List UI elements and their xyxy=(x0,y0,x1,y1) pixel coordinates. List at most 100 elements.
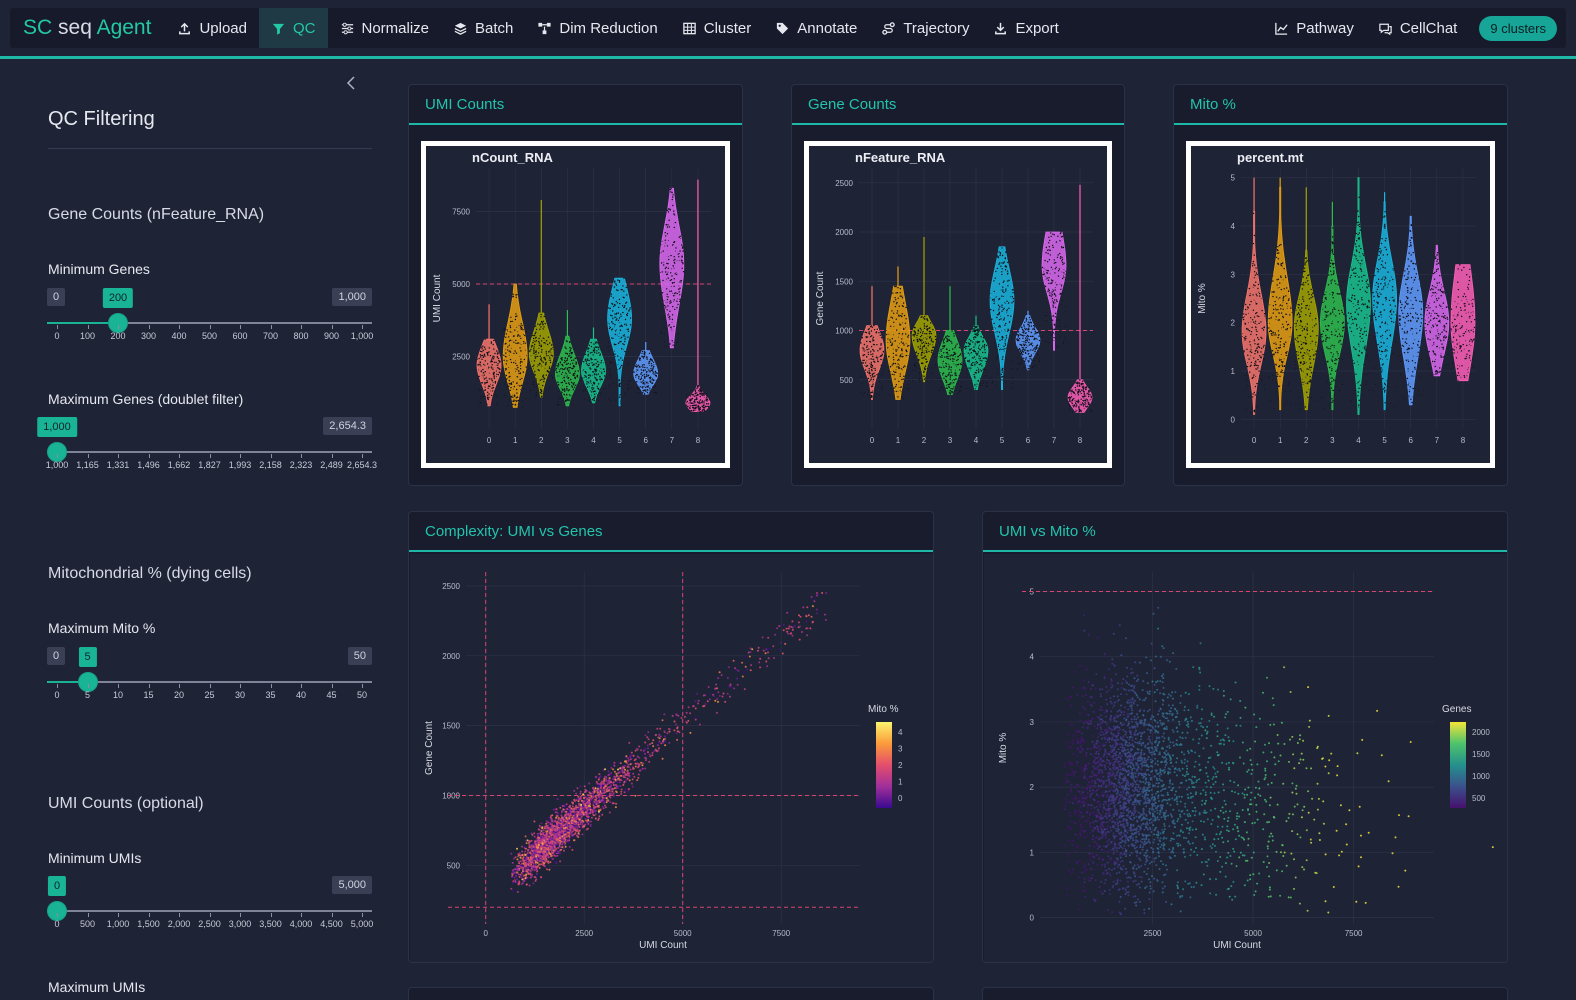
cell-point xyxy=(1334,328,1336,330)
cell-point xyxy=(996,314,999,316)
cell-point xyxy=(492,390,494,392)
cell-point xyxy=(1358,307,1360,309)
cell-point xyxy=(669,302,671,304)
cell-point xyxy=(498,368,500,370)
cell-point xyxy=(1035,349,1037,351)
cell-point xyxy=(1341,384,1343,385)
cell-point xyxy=(1384,389,1386,392)
nav-item-qc[interactable]: QC xyxy=(259,8,328,48)
cell-point xyxy=(1395,386,1396,388)
cell-point xyxy=(673,285,675,287)
nav-item-trajectory[interactable]: Trajectory xyxy=(869,8,981,48)
slider-track[interactable] xyxy=(57,322,372,324)
cell-point xyxy=(950,340,952,343)
cell-point xyxy=(942,373,944,375)
cell-point xyxy=(1001,369,1003,372)
cell-point xyxy=(1390,276,1392,278)
cell-point xyxy=(952,348,954,350)
chevron-left-icon[interactable] xyxy=(343,74,359,92)
cell-point xyxy=(1078,400,1080,403)
slider-track[interactable] xyxy=(57,681,372,683)
cell-point xyxy=(901,396,902,398)
cell-point xyxy=(645,372,647,374)
cell-point xyxy=(1298,346,1300,348)
cell-point xyxy=(1013,327,1014,329)
cell-point xyxy=(920,339,922,341)
cell-point xyxy=(558,365,560,367)
cell-point xyxy=(950,369,952,371)
cell-point xyxy=(1288,383,1290,385)
cell-point xyxy=(1279,297,1281,299)
cell-point xyxy=(514,404,516,406)
cell-point xyxy=(922,346,924,348)
cell-point xyxy=(1050,232,1052,234)
cell-point xyxy=(985,357,987,359)
cell-point xyxy=(1021,344,1023,346)
cell-point xyxy=(566,353,569,355)
cell-point xyxy=(703,394,705,396)
nav-item-cluster[interactable]: Cluster xyxy=(670,8,764,48)
max-genes-slider[interactable]: 1,0002,654.31,0001,0001,1651,3311,4961,6… xyxy=(37,417,377,477)
app-brand[interactable]: SC seq Agent xyxy=(23,16,151,40)
slider-track[interactable] xyxy=(57,910,372,912)
cell-point xyxy=(1387,284,1389,286)
nav-item-annotate[interactable]: Annotate xyxy=(763,8,869,48)
cell-points-1 xyxy=(886,285,910,399)
cell-point xyxy=(598,399,599,401)
cell-point xyxy=(1248,358,1250,360)
cell-point xyxy=(699,395,701,398)
cell-point xyxy=(1053,340,1055,341)
cell-point xyxy=(1417,317,1419,320)
cell-point xyxy=(1408,368,1409,370)
min-umis-slider[interactable]: 05,000005001,0001,5002,0002,5003,0003,50… xyxy=(47,876,373,936)
nav-item-normalize[interactable]: Normalize xyxy=(328,8,442,48)
cell-point xyxy=(641,386,643,388)
max-mito-slider[interactable]: 0 50 5 0 5 10 15 20 25 30 35 40 45 50 xyxy=(47,647,372,707)
nav-item-upload[interactable]: Upload xyxy=(165,8,259,48)
nav-right-cellchat[interactable]: CellChat xyxy=(1366,8,1470,48)
cell-point xyxy=(1303,328,1306,331)
cell-point xyxy=(1332,309,1334,311)
slider-handle[interactable] xyxy=(77,672,98,692)
cell-point xyxy=(992,381,993,383)
cell-point xyxy=(589,397,591,399)
slider-handle[interactable] xyxy=(47,901,67,921)
min-genes-slider[interactable]: 0 1,000 200 0 100 200 300 400 500 600 700 800 900 1,0… xyxy=(47,288,373,348)
cell-point xyxy=(651,360,654,362)
cell-point xyxy=(484,396,486,397)
cell-point xyxy=(1381,278,1383,280)
slider-handle[interactable] xyxy=(47,442,67,462)
cell-point xyxy=(557,403,559,405)
cell-point xyxy=(1286,329,1288,331)
nav-item-dim-reduction[interactable]: Dim Reduction xyxy=(525,8,669,48)
cell-point xyxy=(1377,343,1379,346)
cell-point xyxy=(1078,407,1080,409)
nav-right-pathway[interactable]: Pathway xyxy=(1262,8,1366,48)
cell-point xyxy=(667,240,669,242)
cell-point xyxy=(647,371,649,373)
cell-point xyxy=(1374,310,1376,312)
cell-point xyxy=(1052,290,1055,292)
nav-item-batch[interactable]: Batch xyxy=(441,8,525,48)
cell-point xyxy=(590,399,591,401)
cell-point xyxy=(934,363,936,365)
nav-item-export[interactable]: Export xyxy=(981,8,1070,48)
cell-point xyxy=(930,341,932,343)
cell-point xyxy=(1053,262,1056,264)
cell-point xyxy=(1272,350,1274,352)
cell-point xyxy=(1373,312,1375,314)
cell-point xyxy=(1074,400,1076,402)
cell-point xyxy=(976,362,979,364)
cell-point xyxy=(1250,346,1252,348)
cell-point xyxy=(699,408,701,411)
cell-point xyxy=(1078,385,1081,387)
cell-point xyxy=(969,387,971,389)
cell-point xyxy=(532,337,535,340)
slider-handle[interactable] xyxy=(108,313,128,333)
slider-track[interactable] xyxy=(57,451,372,453)
cell-point xyxy=(686,401,688,403)
cell-point xyxy=(1334,359,1336,361)
cell-point xyxy=(948,364,950,366)
cell-point xyxy=(1359,263,1361,265)
cell-point xyxy=(1392,296,1394,299)
